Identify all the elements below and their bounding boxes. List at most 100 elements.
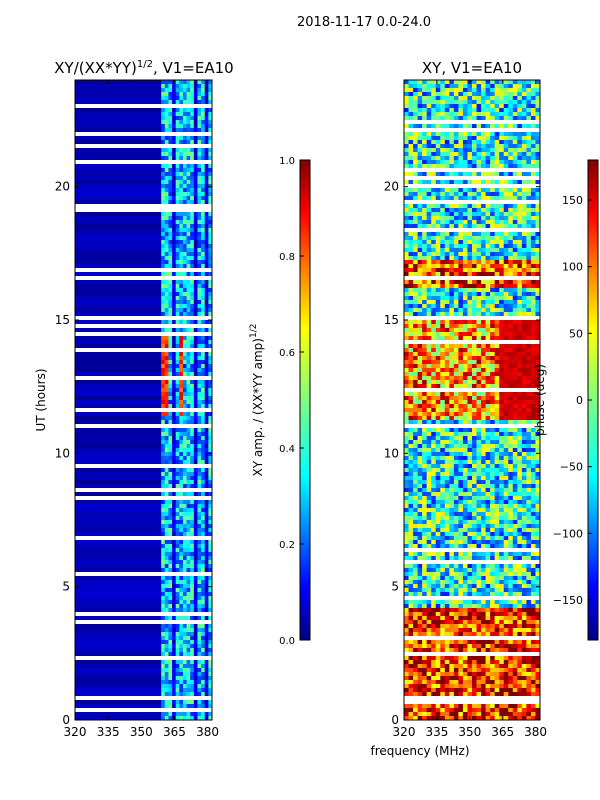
phase-cell <box>521 288 527 293</box>
amp-cell <box>201 88 206 93</box>
amp-cell <box>164 500 169 505</box>
phase-cell <box>481 216 486 221</box>
phase-cell <box>413 204 418 209</box>
phase-cell <box>458 324 464 329</box>
amp-cell <box>179 92 184 97</box>
amp-cell <box>172 388 176 393</box>
amp-cell <box>208 584 212 589</box>
phase-cell <box>431 124 437 129</box>
phase-cell <box>530 376 536 381</box>
amp-cell <box>168 360 173 365</box>
phase-cell <box>431 408 437 413</box>
phase-cell <box>499 280 505 285</box>
phase-heatmap[interactable] <box>404 80 540 720</box>
amp-cell <box>201 284 206 289</box>
amp-cell <box>193 492 198 497</box>
phase-cell <box>476 404 482 409</box>
phase-cell <box>494 332 500 337</box>
phase-cell <box>467 428 473 433</box>
phase-cell <box>490 444 495 449</box>
phase-cell <box>413 416 418 421</box>
phase-cell <box>404 504 409 509</box>
amp-cell <box>168 196 173 201</box>
amp-cell <box>190 540 195 545</box>
phase-cell <box>404 244 409 249</box>
phase-cell <box>426 300 432 305</box>
amp-cell <box>193 596 198 601</box>
phase-cell <box>512 144 518 149</box>
amp-cell <box>179 236 184 241</box>
amp-cell <box>164 556 169 561</box>
phase-cell <box>494 508 500 513</box>
phase-cell <box>422 336 427 341</box>
amp-cell <box>193 516 198 521</box>
amp-cell <box>182 396 187 401</box>
phase-cell <box>404 476 409 481</box>
phase-cell <box>490 328 495 333</box>
amp-cell <box>172 100 176 105</box>
phase-cell <box>535 372 540 377</box>
amp-cell <box>168 372 173 377</box>
phase-cell <box>499 460 505 465</box>
amp-cell <box>197 88 202 93</box>
phase-cell <box>494 220 500 225</box>
phase-cell <box>467 400 473 405</box>
phase-cell <box>462 352 468 357</box>
phase-cell <box>517 224 523 229</box>
phase-cell <box>517 104 523 109</box>
phase-cell <box>494 392 500 397</box>
low-amp-cell <box>75 152 162 157</box>
phase-cell <box>413 188 418 193</box>
phase-cell <box>449 88 455 93</box>
phase-cell <box>490 224 495 229</box>
phase-cell <box>530 180 536 185</box>
phase-cell <box>485 216 491 221</box>
phase-cell <box>444 328 450 333</box>
amp-cell <box>204 384 209 389</box>
amp-cell <box>168 164 173 169</box>
phase-cell <box>503 436 509 441</box>
amp-cell <box>190 668 195 673</box>
amp-cell <box>179 476 184 481</box>
phase-cell <box>440 328 446 333</box>
amplitude-heatmap[interactable] <box>75 80 212 720</box>
phase-cell <box>512 224 518 229</box>
amp-cell <box>201 240 206 245</box>
phase-cell <box>453 116 459 121</box>
phase-cell <box>526 344 532 349</box>
phase-cell <box>472 172 477 177</box>
amp-cell <box>161 712 166 717</box>
amp-cell <box>164 444 169 449</box>
amp-cell <box>208 372 212 377</box>
amp-cell <box>172 248 176 253</box>
amplitude-colorbar: 0.00.20.40.60.81.0 XY amp. / (XX*YY amp)… <box>249 156 311 647</box>
amp-cell <box>186 140 191 145</box>
phase-cell <box>499 244 505 249</box>
phase-cell <box>408 112 414 117</box>
amp-cell <box>208 360 212 365</box>
amp-cell <box>164 520 169 525</box>
phase-cell <box>462 416 468 421</box>
amp-cell <box>161 84 166 89</box>
amp-cell <box>208 548 212 553</box>
amp-cell <box>168 252 173 257</box>
amp-cell <box>168 352 173 357</box>
amp-cell <box>161 576 166 581</box>
low-amp-cell <box>75 304 162 309</box>
amp-cell <box>161 400 166 405</box>
phase-cell <box>521 408 527 413</box>
amp-cell <box>179 84 184 89</box>
phase-cell <box>458 248 464 253</box>
amp-cell <box>186 300 191 305</box>
low-amp-cell <box>75 552 162 557</box>
phase-cell <box>413 224 418 229</box>
amp-cell <box>175 264 180 269</box>
phase-cell <box>426 420 432 425</box>
amp-cell <box>161 672 166 677</box>
phase-cell <box>467 368 473 373</box>
amp-cell <box>186 200 191 205</box>
phase-cell <box>417 436 423 441</box>
amp-cell <box>201 472 206 477</box>
phase-cell <box>449 212 455 217</box>
amp-cell <box>179 420 184 425</box>
